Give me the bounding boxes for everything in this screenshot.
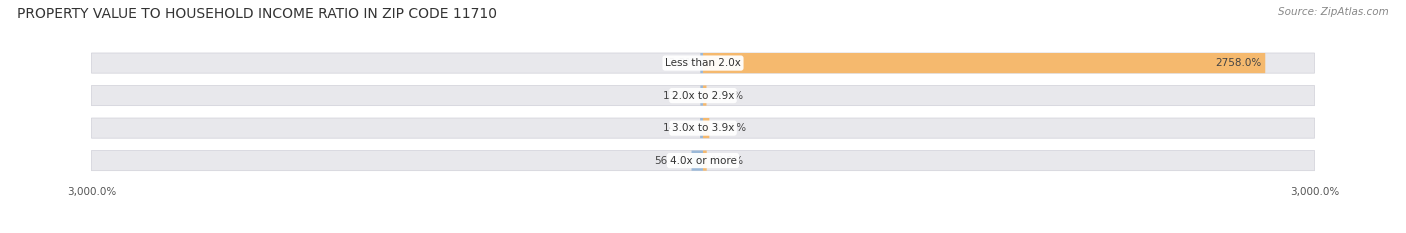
FancyBboxPatch shape: [703, 53, 1265, 73]
Text: 13.1%: 13.1%: [664, 91, 696, 101]
Text: Less than 2.0x: Less than 2.0x: [665, 58, 741, 68]
Text: 3.0x to 3.9x: 3.0x to 3.9x: [672, 123, 734, 133]
Text: PROPERTY VALUE TO HOUSEHOLD INCOME RATIO IN ZIP CODE 11710: PROPERTY VALUE TO HOUSEHOLD INCOME RATIO…: [17, 7, 496, 21]
FancyBboxPatch shape: [91, 86, 1315, 106]
FancyBboxPatch shape: [703, 151, 707, 171]
Text: 14.3%: 14.3%: [662, 123, 696, 133]
Text: Source: ZipAtlas.com: Source: ZipAtlas.com: [1278, 7, 1389, 17]
FancyBboxPatch shape: [692, 151, 703, 171]
FancyBboxPatch shape: [91, 53, 1315, 73]
FancyBboxPatch shape: [91, 151, 1315, 171]
Text: 17.1%: 17.1%: [710, 91, 744, 101]
Text: 56.4%: 56.4%: [654, 156, 688, 166]
FancyBboxPatch shape: [700, 86, 703, 106]
FancyBboxPatch shape: [700, 118, 703, 138]
FancyBboxPatch shape: [703, 86, 706, 106]
Text: 2.0x to 2.9x: 2.0x to 2.9x: [672, 91, 734, 101]
FancyBboxPatch shape: [703, 118, 710, 138]
Text: 13.3%: 13.3%: [664, 58, 696, 68]
FancyBboxPatch shape: [700, 53, 703, 73]
Text: 4.0x or more: 4.0x or more: [669, 156, 737, 166]
Text: 18.3%: 18.3%: [711, 156, 744, 166]
Text: 31.1%: 31.1%: [713, 123, 747, 133]
FancyBboxPatch shape: [91, 118, 1315, 138]
Text: 2758.0%: 2758.0%: [1215, 58, 1261, 68]
